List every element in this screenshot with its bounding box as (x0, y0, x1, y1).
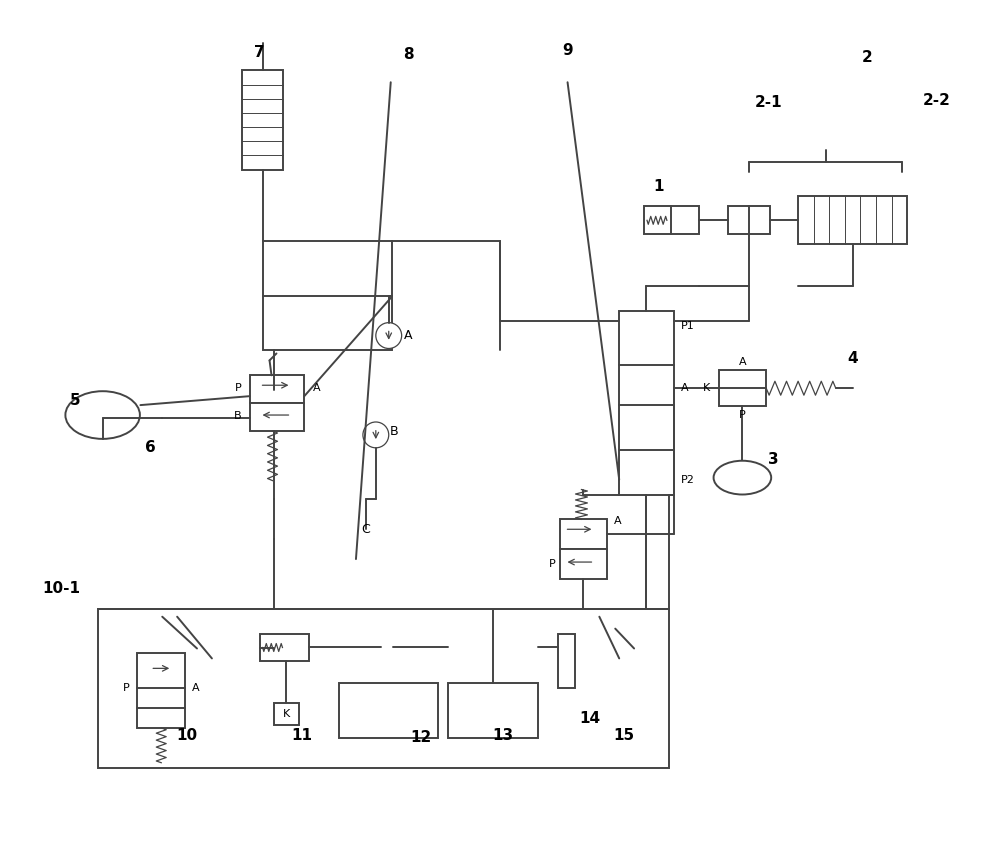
Bar (274, 703, 299, 725)
Text: A: A (614, 516, 622, 526)
Text: C: C (362, 523, 370, 536)
Text: B: B (234, 411, 242, 421)
Text: 14: 14 (579, 711, 600, 726)
Text: 2: 2 (862, 50, 873, 65)
Text: K: K (703, 383, 711, 394)
Bar (798, 197, 907, 244)
Bar (250, 375, 304, 403)
Circle shape (376, 323, 402, 348)
Text: K: K (283, 709, 290, 719)
Text: 15: 15 (614, 728, 635, 743)
Bar (242, 71, 283, 170)
Text: 5: 5 (70, 393, 80, 408)
Text: P: P (123, 683, 129, 693)
Text: A: A (404, 329, 413, 342)
Bar (260, 633, 309, 661)
Text: 2-1: 2-1 (754, 95, 782, 109)
Bar (619, 310, 674, 495)
Bar (719, 370, 766, 406)
Text: 4: 4 (847, 351, 858, 366)
Text: 11: 11 (291, 728, 312, 743)
Circle shape (363, 422, 389, 447)
Text: P: P (235, 383, 242, 394)
Ellipse shape (714, 461, 771, 495)
Bar (250, 403, 304, 431)
Text: 1: 1 (654, 179, 664, 194)
Text: A: A (681, 383, 688, 394)
Text: P2: P2 (681, 474, 695, 484)
Text: 9: 9 (562, 43, 573, 58)
Text: 10-1: 10-1 (42, 581, 80, 596)
Bar (263, 241, 392, 351)
Text: P1: P1 (681, 320, 695, 331)
Text: 12: 12 (410, 730, 431, 745)
Ellipse shape (65, 391, 140, 439)
Bar (644, 206, 699, 235)
Text: P: P (549, 559, 556, 569)
Text: P: P (739, 410, 746, 420)
Text: 13: 13 (492, 728, 514, 743)
Bar (560, 549, 607, 579)
Text: A: A (739, 357, 746, 368)
Text: A: A (192, 683, 200, 693)
Bar (137, 653, 185, 728)
Bar (448, 683, 538, 738)
Bar (560, 520, 607, 549)
Bar (558, 633, 575, 688)
Text: 2-2: 2-2 (923, 93, 951, 108)
Bar (98, 609, 669, 768)
Text: B: B (389, 426, 398, 438)
Text: 3: 3 (768, 452, 778, 468)
Bar (339, 683, 438, 738)
Text: 8: 8 (403, 47, 414, 62)
Bar (728, 206, 770, 235)
Text: 6: 6 (145, 441, 156, 455)
Text: A: A (313, 383, 321, 394)
Text: 10: 10 (177, 728, 198, 743)
Text: 7: 7 (254, 45, 265, 60)
